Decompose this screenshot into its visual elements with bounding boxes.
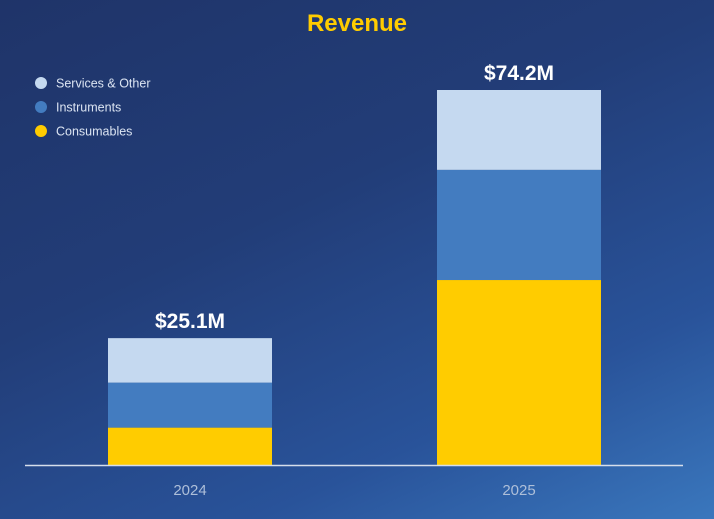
legend: Services & Other Instruments Consumables	[35, 77, 150, 139]
x-tick-label-2025: 2025	[502, 482, 535, 499]
legend-label: Consumables	[56, 125, 132, 139]
legend-item: Consumables	[35, 125, 132, 139]
bar-2024	[108, 338, 272, 465]
legend-label: Instruments	[56, 101, 121, 115]
bar-segment-instruments-2025	[437, 169, 601, 281]
x-tick-label-2024: 2024	[173, 482, 206, 499]
bar-segment-services-other-2024	[108, 338, 272, 383]
legend-swatch-icon	[35, 77, 47, 89]
chart-title: Revenue	[307, 10, 407, 37]
bar-segment-consumables-2024	[108, 427, 272, 465]
x-axis-ticks: 2024 2025	[173, 482, 535, 499]
bar-segment-instruments-2024	[108, 382, 272, 428]
total-label-2025: $74.2M	[484, 62, 554, 85]
legend-swatch-icon	[35, 101, 47, 113]
legend-item: Instruments	[35, 101, 121, 115]
total-label-2024: $25.1M	[155, 310, 225, 333]
legend-item: Services & Other	[35, 77, 150, 91]
legend-label: Services & Other	[56, 77, 150, 91]
legend-swatch-icon	[35, 125, 47, 137]
bars	[108, 90, 601, 465]
bar-segment-consumables-2025	[437, 280, 601, 465]
bar-segment-services-other-2025	[437, 90, 601, 170]
bar-2025	[437, 90, 601, 465]
total-labels: $25.1M $74.2M	[155, 62, 554, 333]
